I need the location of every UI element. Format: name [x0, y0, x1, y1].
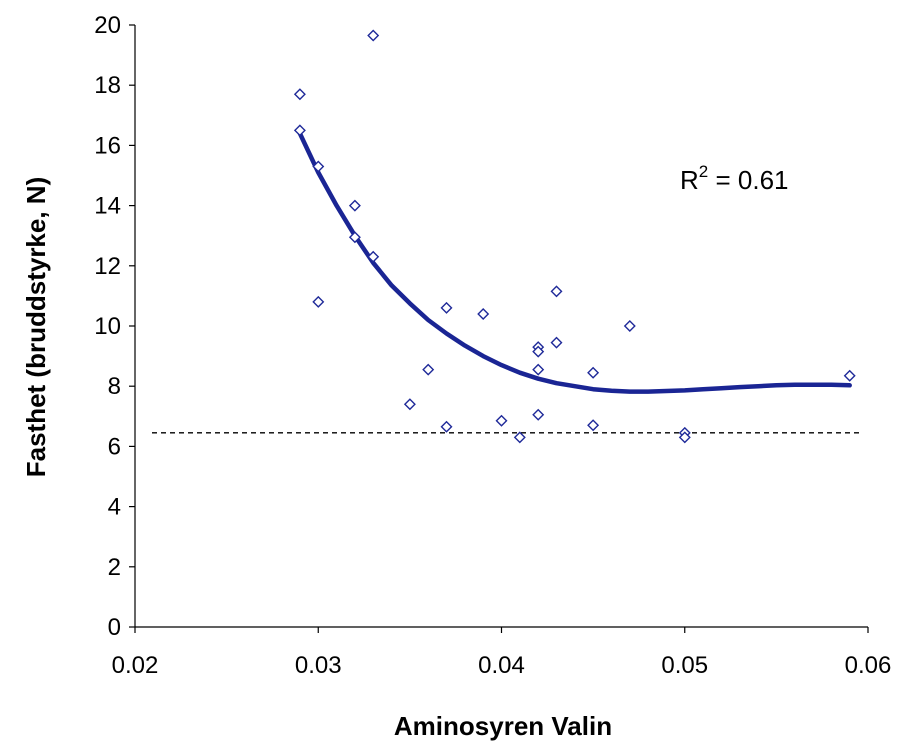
data-point — [348, 199, 361, 212]
data-point — [293, 124, 306, 137]
data-point — [440, 301, 453, 314]
y-tick-label: 2 — [108, 554, 121, 581]
data-point — [495, 414, 508, 427]
y-tick-label: 10 — [94, 313, 121, 340]
r-squared-value: = 0.61 — [708, 165, 788, 195]
y-tick-label: 4 — [108, 494, 121, 521]
y-tick-label: 0 — [108, 614, 121, 641]
data-point — [477, 308, 490, 320]
y-tick-label: 6 — [108, 433, 121, 460]
y-tick-label: 20 — [94, 12, 121, 39]
x-axis-title: Aminosyren Valin — [394, 711, 612, 741]
data-point — [312, 295, 325, 308]
x-tick-label: 0.03 — [295, 652, 342, 679]
data-point — [440, 420, 453, 433]
data-point — [550, 336, 563, 349]
x-tick-label: 0.05 — [661, 652, 708, 679]
data-point — [403, 398, 416, 411]
data-point — [348, 231, 361, 244]
data-point — [532, 408, 545, 421]
r-squared-base: R — [680, 165, 699, 195]
data-point — [367, 250, 380, 263]
trendline — [297, 131, 852, 394]
y-tick-label: 18 — [94, 72, 121, 99]
trendline-group — [297, 131, 852, 394]
data-point — [587, 366, 600, 379]
y-tick-label: 14 — [94, 193, 121, 220]
y-tick-label: 16 — [94, 132, 121, 159]
data-point — [312, 160, 325, 173]
data-point — [367, 29, 380, 42]
data-point — [623, 320, 636, 332]
data-point — [587, 419, 600, 432]
data-point — [293, 88, 306, 101]
r-squared-annotation: R2 = 0.61 — [680, 162, 788, 195]
x-tick-label: 0.04 — [478, 652, 525, 679]
x-tick-label: 0.02 — [112, 652, 159, 679]
points-group — [293, 29, 856, 444]
data-point — [843, 369, 856, 382]
data-point — [678, 431, 691, 444]
y-axis-title: Fasthet (bruddstyrke, N) — [21, 177, 51, 478]
data-point — [422, 363, 435, 376]
r-squared-sup: 2 — [699, 162, 708, 181]
x-tick-label: 0.06 — [845, 652, 892, 679]
data-point — [532, 363, 545, 376]
y-tick-label: 12 — [94, 253, 121, 280]
axes — [134, 25, 868, 628]
data-point — [532, 345, 545, 358]
y-ticks: 0 2 4 6 8 10 12 14 16 18 20 — [94, 12, 135, 641]
data-point — [550, 285, 563, 298]
x-ticks: 0.02 0.03 0.04 0.05 0.06 — [112, 627, 892, 679]
data-point — [513, 431, 526, 444]
y-tick-label: 8 — [108, 373, 121, 400]
